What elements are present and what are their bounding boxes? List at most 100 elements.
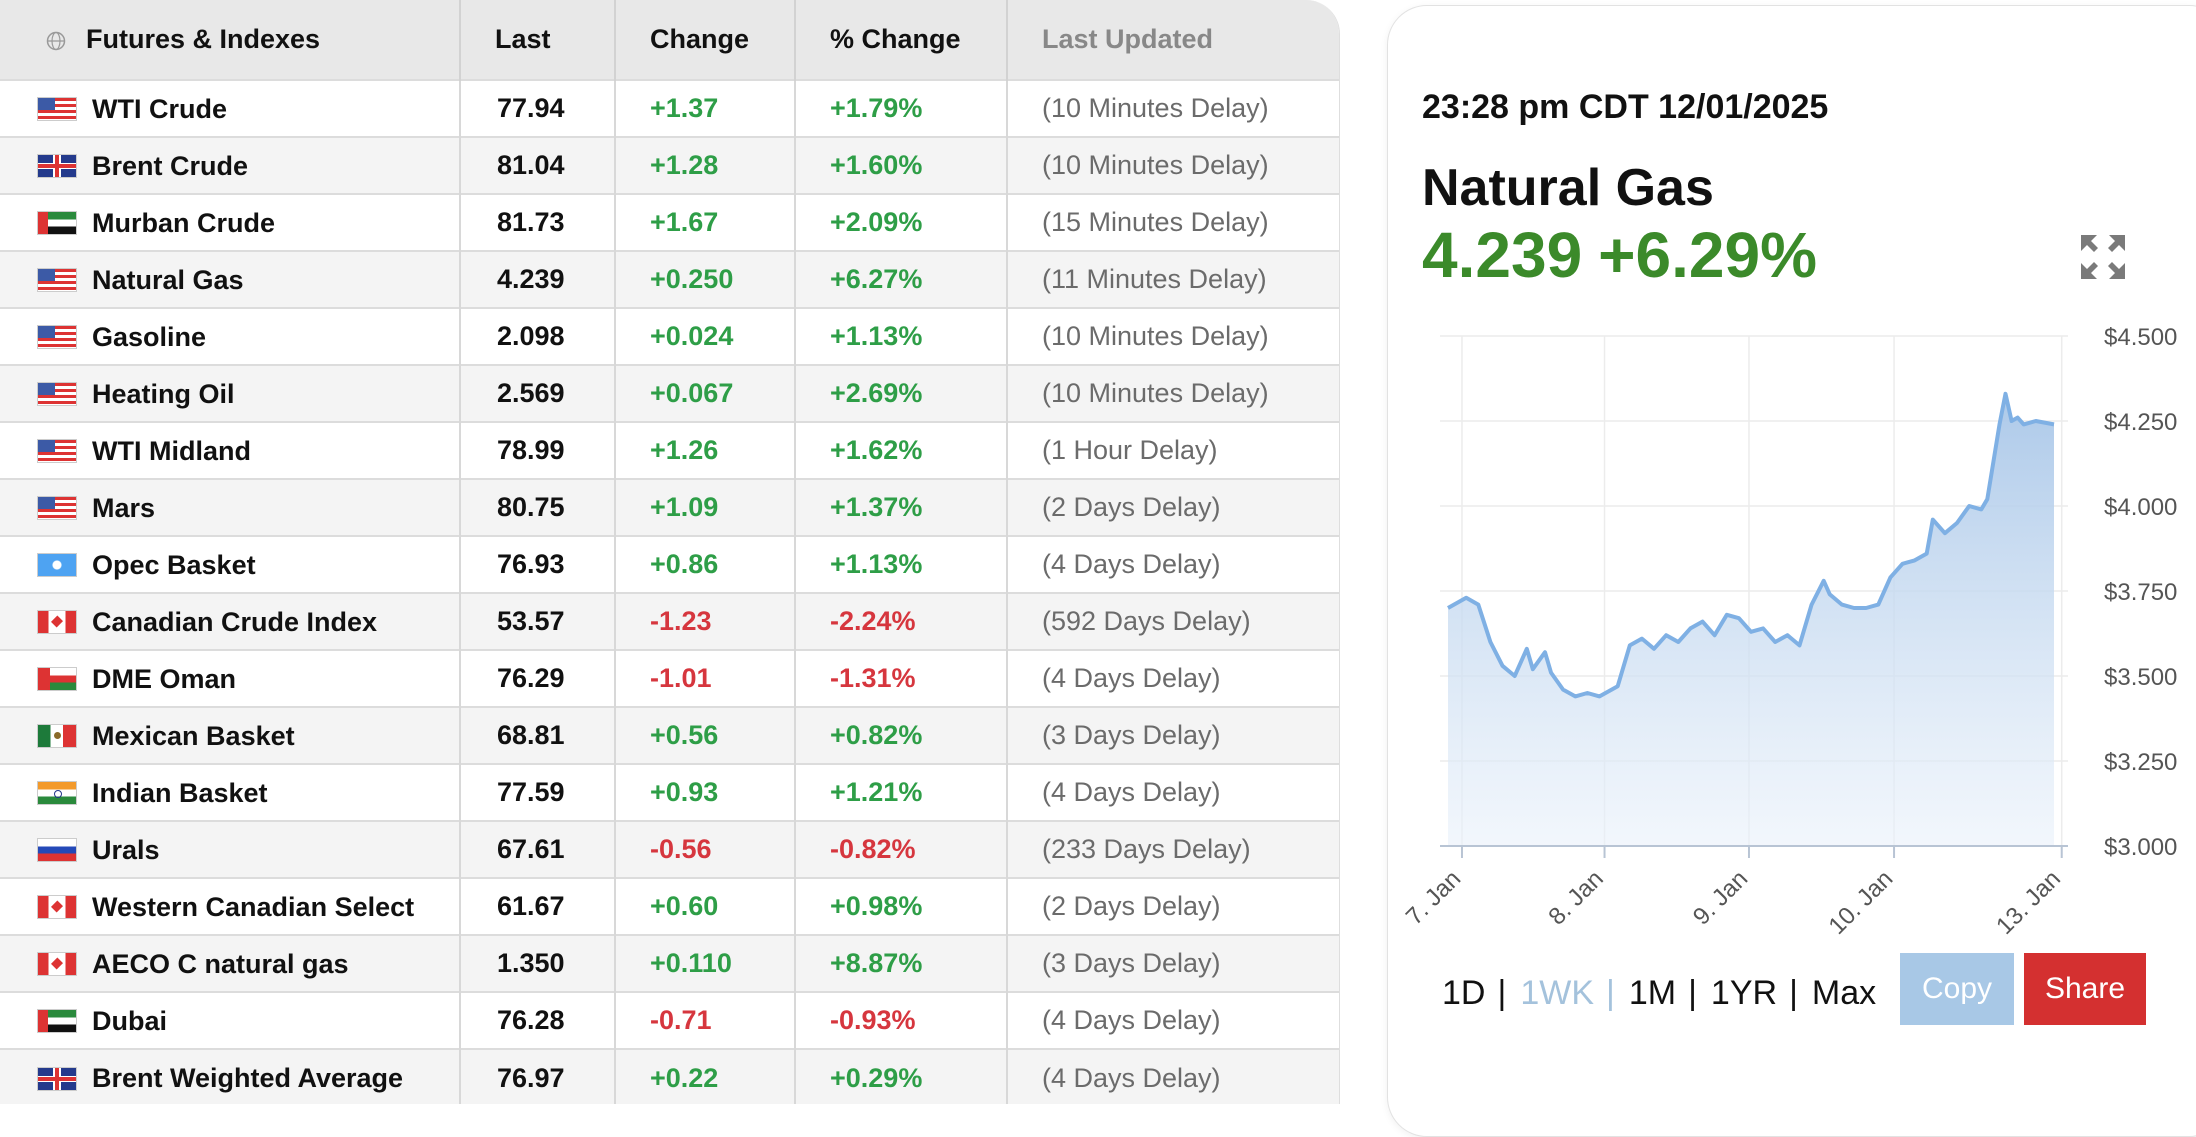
table-row[interactable]: Natural Gas 4.239 +0.250 +6.27% (11 Minutes … <box>0 251 1339 308</box>
cell-name[interactable]: Natural Gas <box>0 251 461 308</box>
range-selector: 1D | 1WK | 1M | 1YR | Max <box>1442 974 1876 1013</box>
instrument-name[interactable]: Indian Basket <box>92 777 268 808</box>
copy-button[interactable]: Copy <box>1900 953 2014 1025</box>
cell-last: 76.29 <box>460 650 616 707</box>
instrument-name[interactable]: Canadian Crude Index <box>92 606 378 637</box>
range-1d[interactable]: 1D <box>1442 974 1486 1012</box>
cell-pct-change: +1.13% <box>795 536 1008 593</box>
cell-name[interactable]: WTI Crude <box>0 80 461 137</box>
cell-name[interactable]: Mars <box>0 479 461 536</box>
price-chart[interactable]: $4.500 $4.250 $4.000 $3.750 $3.500 $3.250 $3.0… <box>1388 306 2188 946</box>
cell-change: +0.93 <box>615 764 796 821</box>
cell-name[interactable]: Mexican Basket <box>0 707 461 764</box>
instrument-name[interactable]: Natural Gas <box>92 264 244 295</box>
range-1yr[interactable]: 1YR <box>1710 974 1778 1012</box>
cell-name[interactable]: Murban Crude <box>0 194 461 251</box>
range-1m[interactable]: 1M <box>1628 974 1677 1012</box>
range-max[interactable]: Max <box>1811 974 1877 1012</box>
cell-name[interactable]: Gasoline <box>0 308 461 365</box>
cell-name[interactable]: Heating Oil <box>0 365 461 422</box>
cell-change: -0.56 <box>615 821 796 878</box>
cell-last-updated: (592 Days Delay) <box>1042 606 1251 636</box>
instrument-name[interactable]: Western Canadian Select <box>92 891 415 922</box>
table-row[interactable]: WTI Midland 78.99 +1.26 +1.62% (1 Hour Delay… <box>0 422 1339 479</box>
price-value: 4.239 <box>1422 219 1583 291</box>
header-name[interactable]: Futures & Indexes <box>0 0 461 80</box>
instrument-name[interactable]: Murban Crude <box>92 207 276 238</box>
share-button[interactable]: Share <box>2024 953 2146 1025</box>
table-row[interactable]: AECO C natural gas 1.350 +0.110 +8.87% (3 Da… <box>0 935 1339 992</box>
instrument-name[interactable]: Mars <box>92 492 156 523</box>
table-row[interactable]: Murban Crude 81.73 +1.67 +2.09% (15 Minutes … <box>0 194 1339 251</box>
instrument-name[interactable]: DME Oman <box>92 663 237 694</box>
cell-name[interactable]: AECO C natural gas <box>0 935 461 992</box>
table-row[interactable]: Mars 80.75 +1.09 +1.37% (2 Days Delay) <box>0 479 1339 536</box>
table-row[interactable]: Brent Weighted Average 76.97 +0.22 +0.29% (4… <box>0 1049 1339 1104</box>
cell-name[interactable]: Brent Weighted Average <box>0 1049 461 1104</box>
cell-name[interactable]: Western Canadian Select <box>0 878 461 935</box>
cell-change: +1.28 <box>615 137 796 194</box>
table-row[interactable]: DME Oman 76.29 -1.01 -1.31% (4 Days Delay) <box>0 650 1339 707</box>
instrument-name[interactable]: Opec Basket <box>92 549 256 580</box>
cell-name[interactable]: Opec Basket <box>0 536 461 593</box>
cell-last: 77.94 <box>460 80 616 137</box>
cell-pct-change: -0.82% <box>795 821 1008 878</box>
flag-icon <box>38 497 76 520</box>
cell-last: 78.99 <box>460 422 616 479</box>
cell-pct-change: +6.27% <box>795 251 1008 308</box>
instrument-name[interactable]: Heating Oil <box>92 378 235 409</box>
table-row[interactable]: WTI Crude 77.94 +1.37 +1.79% (10 Minutes Del… <box>0 80 1339 137</box>
instrument-name[interactable]: AECO C natural gas <box>92 948 349 979</box>
table-row[interactable]: Western Canadian Select 61.67 +0.60 +0.98% (… <box>0 878 1339 935</box>
cell-name[interactable]: Urals <box>0 821 461 878</box>
range-1wk[interactable]: 1WK <box>1520 974 1594 1012</box>
cell-name[interactable]: Dubai <box>0 992 461 1049</box>
header-last-updated[interactable]: Last Updated <box>1042 24 1214 54</box>
table-row[interactable]: Mexican Basket 68.81 +0.56 +0.82% (3 Days De… <box>0 707 1339 764</box>
cell-pct-change: -0.93% <box>795 992 1008 1049</box>
cell-name[interactable]: WTI Midland <box>0 422 461 479</box>
y-tick-label: $3.750 <box>2104 579 2177 606</box>
table-row[interactable]: Dubai 76.28 -0.71 -0.93% (4 Days Delay) <box>0 992 1339 1049</box>
futures-table: Futures & Indexes Last Change % Change L… <box>0 0 1339 1104</box>
flag-icon <box>38 1067 76 1090</box>
cell-name[interactable]: Brent Crude <box>0 137 461 194</box>
table-row[interactable]: Canadian Crude Index 53.57 -1.23 -2.24% (592… <box>0 593 1339 650</box>
table-row[interactable]: Urals 67.61 -0.56 -0.82% (233 Days Delay) <box>0 821 1339 878</box>
instrument-name[interactable]: Mexican Basket <box>92 720 295 751</box>
x-tick-label: 7. Jan <box>1401 865 1466 930</box>
cell-last-updated: (4 Days Delay) <box>1042 549 1221 579</box>
table-row[interactable]: Indian Basket 77.59 +0.93 +1.21% (4 Days Del… <box>0 764 1339 821</box>
header-last[interactable]: Last <box>460 0 616 80</box>
cell-change: +0.86 <box>615 536 796 593</box>
table-row[interactable]: Heating Oil 2.569 +0.067 +2.69% (10 Minutes … <box>0 365 1339 422</box>
header-pct-change[interactable]: % Change <box>795 0 1008 80</box>
cell-pct-change: +0.98% <box>795 878 1008 935</box>
instrument-name[interactable]: Brent Crude <box>92 150 249 181</box>
instrument-name[interactable]: Gasoline <box>92 321 207 352</box>
table-row[interactable]: Brent Crude 81.04 +1.28 +1.60% (10 Minutes D… <box>0 137 1339 194</box>
instrument-name[interactable]: Brent Weighted Average <box>92 1063 404 1094</box>
cell-name[interactable]: Indian Basket <box>0 764 461 821</box>
table-row[interactable]: Opec Basket 76.93 +0.86 +1.13% (4 Days Delay… <box>0 536 1339 593</box>
cell-pct-change: +2.69% <box>795 365 1008 422</box>
cell-name[interactable]: DME Oman <box>0 650 461 707</box>
area-fill <box>1448 393 2054 846</box>
table-row[interactable]: Gasoline 2.098 +0.024 +1.13% (10 Minutes Del… <box>0 308 1339 365</box>
cell-last-updated: (2 Days Delay) <box>1042 492 1221 522</box>
instrument-name[interactable]: Urals <box>92 834 160 865</box>
cell-change: +0.024 <box>615 308 796 365</box>
cell-change: -0.71 <box>615 992 796 1049</box>
flag-icon <box>38 782 76 805</box>
instrument-name[interactable]: WTI Midland <box>92 435 251 466</box>
cell-change: -1.23 <box>615 593 796 650</box>
cell-last: 61.67 <box>460 878 616 935</box>
flag-icon <box>38 668 76 691</box>
cell-name[interactable]: Canadian Crude Index <box>0 593 461 650</box>
header-change[interactable]: Change <box>615 0 796 80</box>
cell-change: -1.01 <box>615 650 796 707</box>
fullscreen-expand-icon[interactable] <box>2078 232 2128 282</box>
x-tick-label: 10. Jan <box>1824 865 1899 940</box>
instrument-name[interactable]: WTI Crude <box>92 93 227 124</box>
instrument-name[interactable]: Dubai <box>92 1005 168 1036</box>
